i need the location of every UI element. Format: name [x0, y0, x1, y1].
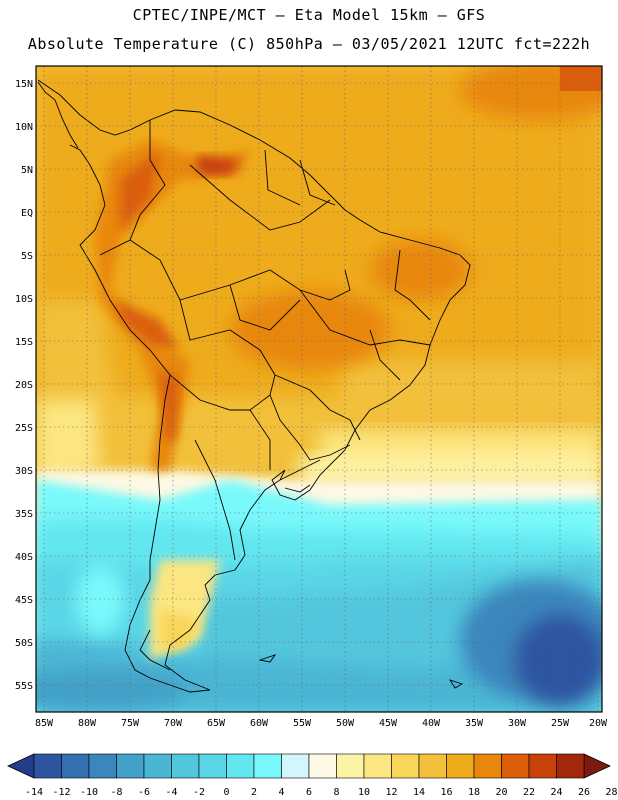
lon-label: 55W — [293, 718, 312, 729]
lat-label: 20S — [15, 380, 33, 391]
colorbar-label: 10 — [358, 787, 370, 798]
colorbar-label: 28 — [605, 787, 617, 798]
colorbar-label: -10 — [80, 787, 98, 798]
colorbar-swatch — [528, 753, 557, 779]
colorbar-label: -4 — [165, 787, 177, 798]
lon-label: 25W — [551, 718, 570, 729]
colorbar-label: 2 — [251, 787, 257, 798]
map-frame — [35, 65, 603, 713]
map-title-line-2: Absolute Temperature (C) 850hPa – 03/05/… — [27, 35, 591, 53]
colorbar-label: -12 — [52, 787, 70, 798]
lat-label: 55S — [15, 681, 33, 692]
lat-label: 45S — [15, 595, 33, 606]
colorbar-label: -6 — [138, 787, 150, 798]
colorbar-label: -8 — [110, 787, 122, 798]
colorbar-swatch — [308, 753, 337, 779]
colorbar-label: 18 — [468, 787, 480, 798]
lon-label: 30W — [508, 718, 527, 729]
colorbar-label: 4 — [278, 787, 284, 798]
colorbar-label: 14 — [413, 787, 425, 798]
colorbar-label: 12 — [385, 787, 397, 798]
lat-label: 5S — [21, 251, 33, 262]
lon-label: 50W — [336, 718, 355, 729]
lon-label: 75W — [121, 718, 140, 729]
colorbar-swatch — [501, 753, 530, 779]
lat-label: 15S — [15, 337, 33, 348]
lon-label: 80W — [78, 718, 97, 729]
colorbar-swatch — [336, 753, 365, 779]
lon-label: 20W — [589, 718, 608, 729]
map-title-line-1: CPTEC/INPE/MCT – Eta Model 15km – GFS — [132, 6, 486, 24]
colorbar-swatch — [226, 753, 255, 779]
lon-label: 40W — [422, 718, 441, 729]
lat-label: 5N — [21, 165, 33, 176]
colorbar-swatch — [61, 753, 90, 779]
colorbar-swatch — [391, 753, 420, 779]
colorbar-swatch — [33, 753, 62, 779]
colorbar-high-arrow — [583, 753, 611, 779]
colorbar-swatch — [88, 753, 117, 779]
lon-label: 35W — [465, 718, 484, 729]
lon-label: 65W — [207, 718, 226, 729]
lat-label: 50S — [15, 638, 33, 649]
temperature-field — [36, 66, 602, 712]
colorbar-swatch — [473, 753, 502, 779]
colorbar-label: 0 — [223, 787, 229, 798]
colorbar-label: -2 — [193, 787, 205, 798]
colorbar-swatch — [143, 753, 172, 779]
colorbar-swatch — [116, 753, 145, 779]
colorbar-swatch — [556, 753, 585, 779]
colorbar-label: 16 — [440, 787, 452, 798]
colorbar-swatch — [198, 753, 227, 779]
latitude-labels: 15N 10N 5N EQ 5S 10S 15S 20S 25S 30S 35S… — [15, 79, 33, 692]
lon-label: 85W — [35, 718, 54, 729]
colorbar-label: 24 — [550, 787, 562, 798]
colorbar-swatch — [446, 753, 475, 779]
colorbar-label: 8 — [333, 787, 339, 798]
lon-label: 60W — [250, 718, 269, 729]
colorbar-swatch — [363, 753, 392, 779]
colorbar-label: -14 — [25, 787, 43, 798]
lat-label: 15N — [15, 79, 33, 90]
colorbar-label: 22 — [523, 787, 535, 798]
colorbar-label: 6 — [306, 787, 312, 798]
colorbar-swatch — [171, 753, 200, 779]
lat-label: 10S — [15, 294, 33, 305]
colorbar: -14 -12 -10 -8 -6 -4 -2 0 2 4 6 8 10 12 14 16 18 20 22 24 26… — [7, 753, 618, 798]
coastline-outline — [37, 79, 471, 693]
lon-label: 45W — [379, 718, 398, 729]
lon-label: 70W — [164, 718, 183, 729]
longitude-labels: 85W 80W 75W 70W 65W 60W 55W 50W 45W 40W … — [35, 718, 608, 729]
colorbar-low-arrow — [7, 753, 35, 779]
colorbar-swatch — [253, 753, 282, 779]
colorbar-label: 26 — [578, 787, 590, 798]
lat-label: EQ — [21, 208, 33, 219]
colorbar-swatch — [281, 753, 310, 779]
colorbar-swatch — [418, 753, 447, 779]
lat-label: 40S — [15, 552, 33, 563]
lat-label: 10N — [15, 122, 33, 133]
lat-label: 25S — [15, 423, 33, 434]
colorbar-label: 20 — [495, 787, 507, 798]
lat-label: 35S — [15, 509, 33, 520]
lat-label: 30S — [15, 466, 33, 477]
